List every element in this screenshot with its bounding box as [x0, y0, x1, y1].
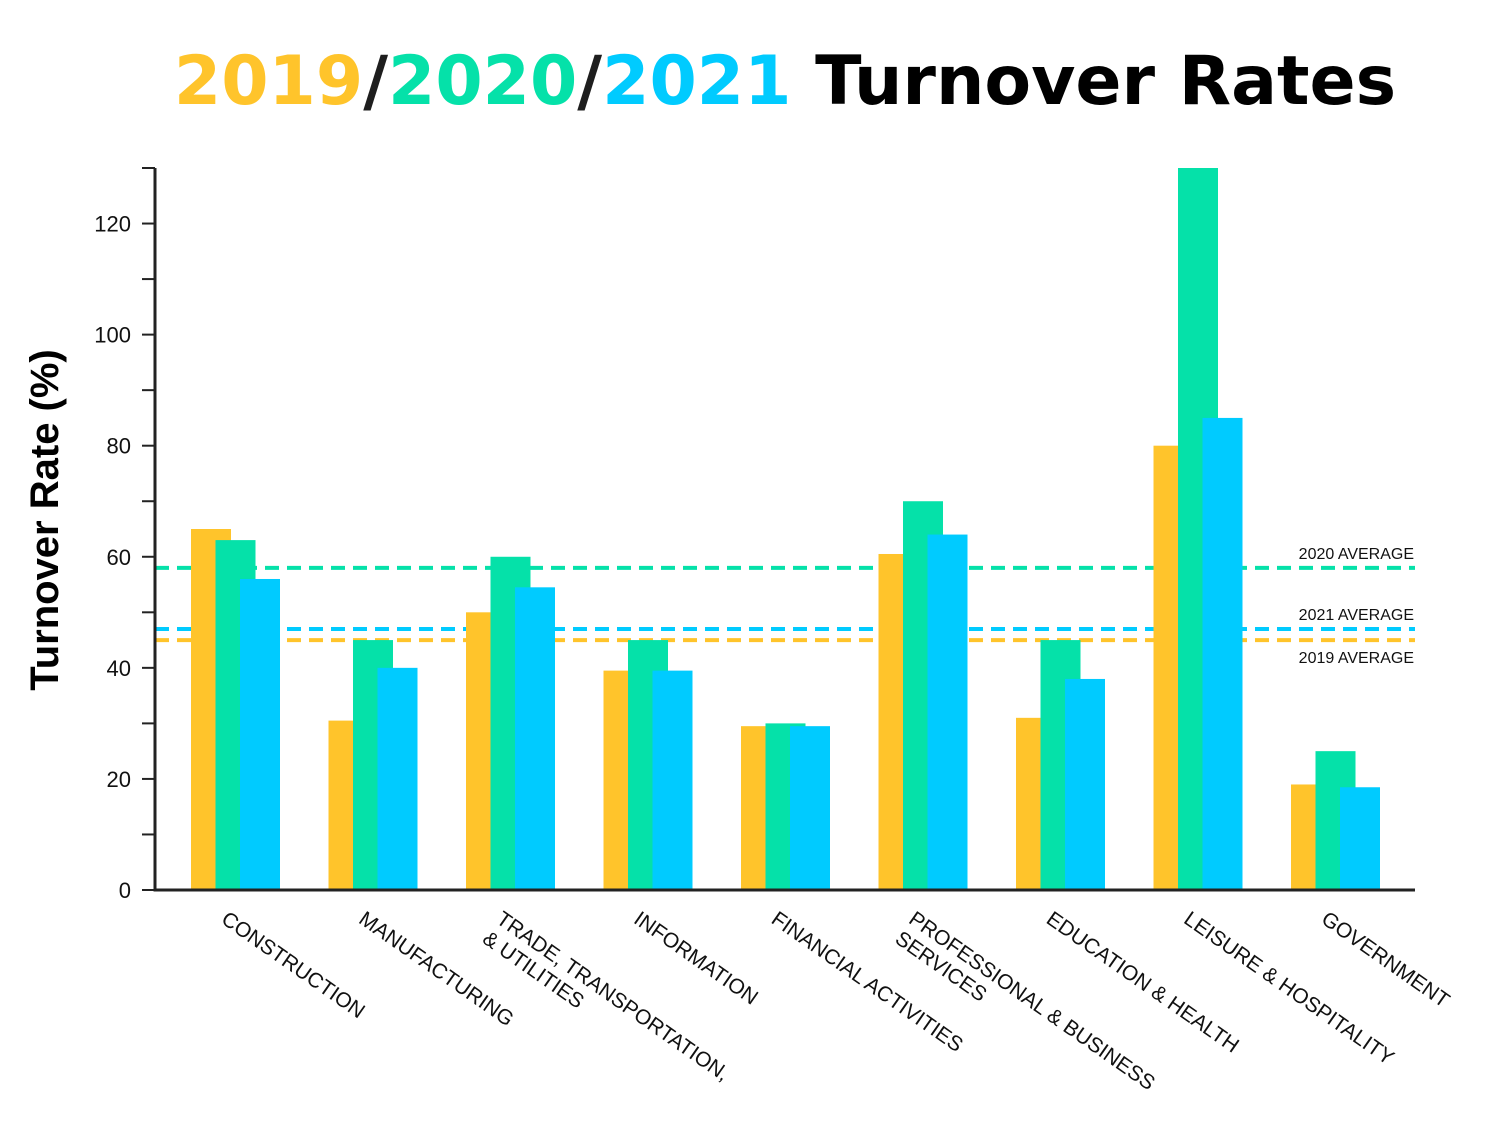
y-tick-label-20: 20 — [107, 767, 131, 792]
bar-1-2 — [377, 667, 418, 890]
bar-group-4 — [741, 723, 830, 890]
bar-group-1 — [328, 640, 418, 890]
y-tick-label-60: 60 — [107, 545, 131, 570]
x-tick-label-2: TRADE, TRANSPORTATION,& UTILITIES — [478, 907, 733, 1105]
y-tick-label-0: 0 — [119, 878, 131, 903]
average-label-0: 2020 AVERAGE — [1299, 546, 1414, 563]
bar-series — [191, 168, 1380, 890]
title-part-5: Turnover Rates — [791, 42, 1396, 121]
bar-7-2 — [1202, 417, 1243, 890]
bar-group-7 — [1153, 168, 1243, 890]
title-part-1: / — [363, 42, 388, 121]
title-part-2: 2020 — [388, 42, 577, 121]
axes: 0 20 40 60 80 100 120 — [94, 167, 1415, 903]
average-label-1: 2021 AVERAGE — [1299, 607, 1414, 624]
y-tick-label-100: 100 — [94, 323, 131, 348]
bar-group-5 — [878, 501, 968, 890]
title-part-4: 2021 — [602, 42, 791, 121]
y-tick-label-40: 40 — [107, 656, 131, 681]
bar-group-3 — [603, 640, 693, 890]
bar-4-2 — [790, 726, 830, 890]
bar-group-6 — [1016, 640, 1105, 890]
bar-group-2 — [466, 556, 555, 890]
average-label-2: 2019 AVERAGE — [1299, 650, 1414, 667]
bar-5-2 — [927, 534, 968, 890]
bar-8-2 — [1340, 787, 1380, 890]
x-tick-label-3: INFORMATION — [630, 907, 762, 1009]
chart-title: 2019/2020/2021 Turnover Rates — [174, 42, 1396, 121]
bar-group-0 — [191, 529, 280, 890]
y-tick-label-80: 80 — [107, 434, 131, 459]
title-part-3: / — [577, 42, 602, 121]
y-axis-label: Turnover Rate (%) — [23, 349, 67, 691]
title-part-0: 2019 — [174, 42, 363, 121]
x-tick-label-8: GOVERNMENT — [1317, 907, 1454, 1012]
bar-0-2 — [240, 578, 280, 890]
y-tick-label-120: 120 — [94, 212, 131, 237]
bar-2-2 — [515, 587, 555, 890]
bar-group-8 — [1291, 751, 1380, 890]
bar-3-2 — [652, 670, 693, 890]
x-tick-label-5: PROFESSIONAL & BUSINESSSERVICES — [891, 907, 1159, 1114]
x-tick-label-0: CONSTRUCTION — [217, 907, 369, 1023]
bar-6-2 — [1065, 678, 1105, 890]
